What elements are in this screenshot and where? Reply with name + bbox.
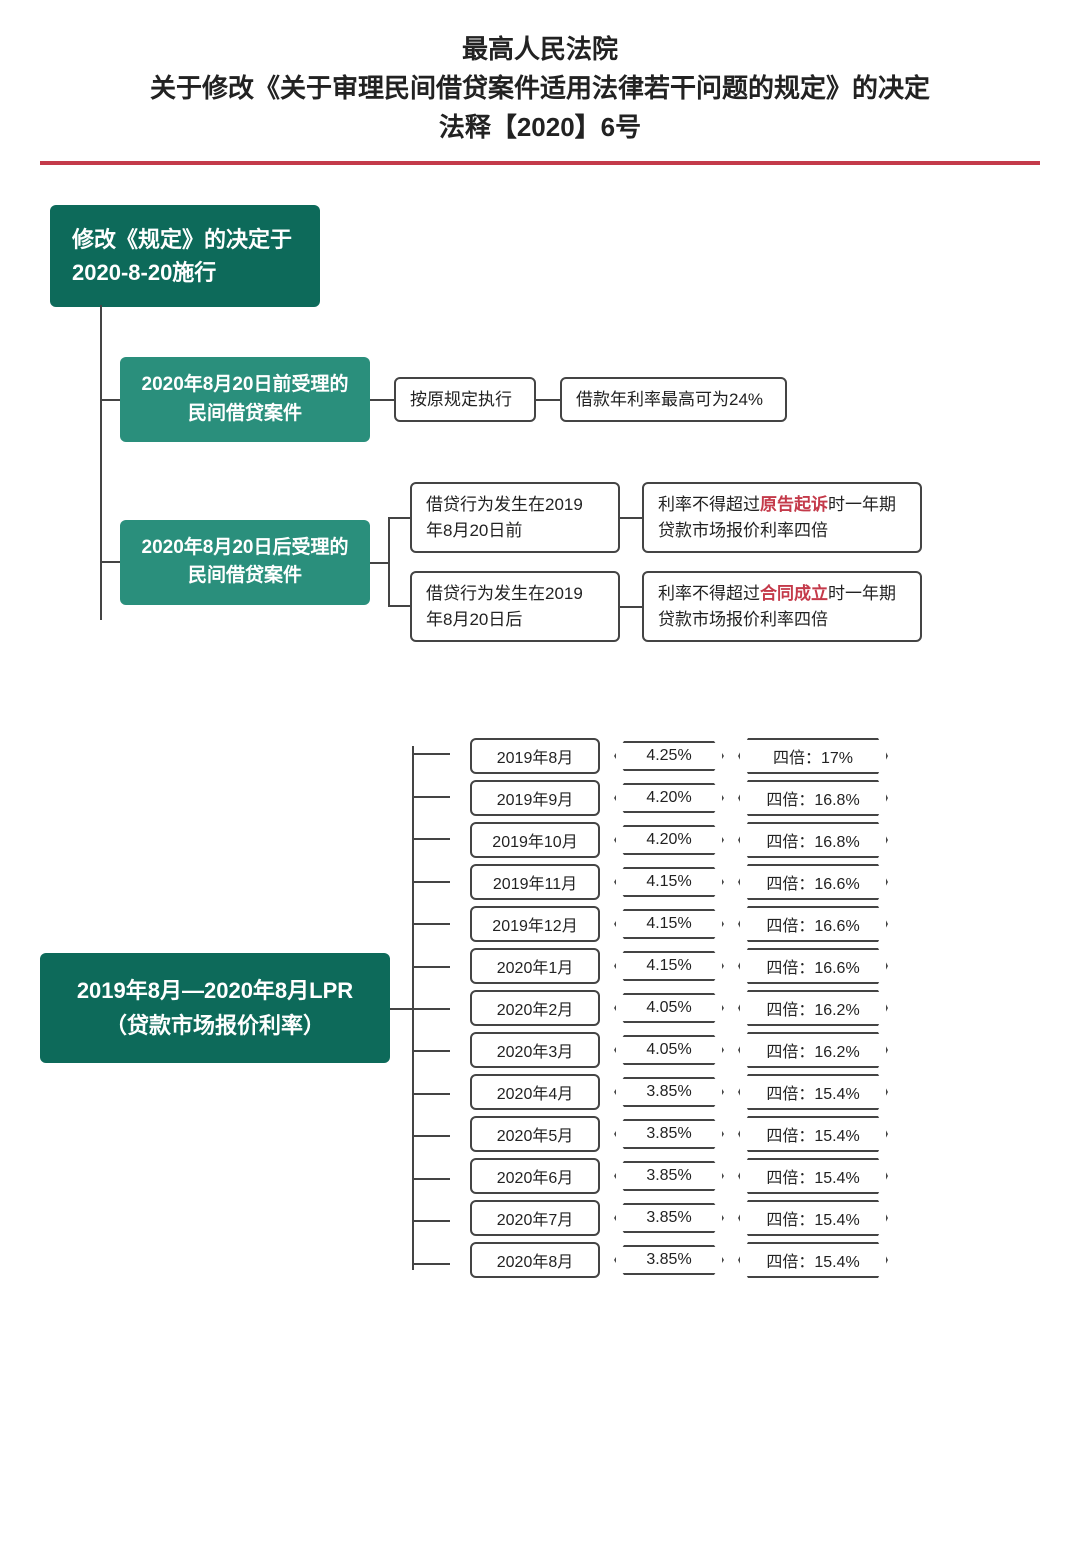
lpr-month: 2020年5月 xyxy=(470,1116,600,1152)
branch1-chip2: 借款年利率最高可为24% xyxy=(560,377,787,423)
lpr-row: 2019年8月 4.25% 四倍：17% xyxy=(470,738,888,774)
lpr-quad: 四倍：16.6% xyxy=(738,948,888,984)
branch2-label: 2020年8月20日后受理的民间借贷案件 xyxy=(142,537,349,587)
lpr-month: 2019年9月 xyxy=(470,780,600,816)
branch2-result: 利率不得超过合同成立时一年期贷款市场报价利率四倍 xyxy=(642,571,922,642)
spine-line xyxy=(100,305,102,620)
branch1-chip1: 按原规定执行 xyxy=(394,377,536,423)
connector xyxy=(620,606,642,608)
lpr-label: 2019年8月—2020年8月LPR（贷款市场报价利率） xyxy=(77,978,353,1038)
connector xyxy=(536,399,560,401)
branch2-row: 借贷行为发生在2019年8月20日前利率不得超过原告起诉时一年期贷款市场报价利率… xyxy=(410,482,922,553)
lpr-month: 2020年2月 xyxy=(470,990,600,1026)
lpr-pct: 4.15% xyxy=(614,909,724,939)
lpr-quad: 四倍：17% xyxy=(738,738,888,774)
lpr-row: 2020年4月 3.85% 四倍：15.4% xyxy=(470,1074,888,1110)
lpr-pct: 4.25% xyxy=(614,741,724,771)
title-line-3: 法释【2020】6号 xyxy=(40,108,1040,147)
lpr-quad: 四倍：16.8% xyxy=(738,780,888,816)
lpr-pct: 4.20% xyxy=(614,783,724,813)
lpr-pct: 3.85% xyxy=(614,1203,724,1233)
lpr-quad: 四倍：15.4% xyxy=(738,1158,888,1194)
branch2-row: 借贷行为发生在2019年8月20日后利率不得超过合同成立时一年期贷款市场报价利率… xyxy=(410,571,922,642)
lpr-quad: 四倍：16.2% xyxy=(738,1032,888,1068)
lpr-row: 2019年10月 4.20% 四倍：16.8% xyxy=(470,822,888,858)
chip-text: 借款年利率最高可为24% xyxy=(576,390,763,409)
lpr-pct: 4.15% xyxy=(614,867,724,897)
lpr-month: 2020年4月 xyxy=(470,1074,600,1110)
lpr-row: 2020年2月 4.05% 四倍：16.2% xyxy=(470,990,888,1026)
branch-2: 2020年8月20日后受理的民间借贷案件 借贷行为发生在2019年8月20日前利… xyxy=(100,482,1040,642)
chip-text: 按原规定执行 xyxy=(410,390,512,409)
lpr-month: 2019年10月 xyxy=(470,822,600,858)
lpr-row: 2020年8月 3.85% 四倍：15.4% xyxy=(470,1242,888,1278)
lpr-pct: 3.85% xyxy=(614,1077,724,1107)
lpr-quad: 四倍：16.8% xyxy=(738,822,888,858)
connector xyxy=(100,561,120,563)
lpr-row: 2019年11月 4.15% 四倍：16.6% xyxy=(470,864,888,900)
divider xyxy=(40,161,1040,165)
title-line-2: 关于修改《关于审理民间借贷案件适用法律若干问题的规定》的决定 xyxy=(40,69,1040,108)
lpr-pct: 4.05% xyxy=(614,1035,724,1065)
lpr-quad: 四倍：16.2% xyxy=(738,990,888,1026)
lpr-month: 2020年7月 xyxy=(470,1200,600,1236)
branch2-result: 利率不得超过原告起诉时一年期贷款市场报价利率四倍 xyxy=(642,482,922,553)
lpr-section: 2019年8月—2020年8月LPR（贷款市场报价利率） 2019年8月 4.25… xyxy=(40,732,1040,1284)
lpr-row: 2020年7月 3.85% 四倍：15.4% xyxy=(470,1200,888,1236)
lpr-row: 2020年1月 4.15% 四倍：16.6% xyxy=(470,948,888,984)
lpr-quad: 四倍：16.6% xyxy=(738,906,888,942)
branch2-fanout xyxy=(370,482,410,642)
lpr-quad: 四倍：15.4% xyxy=(738,1116,888,1152)
lpr-month: 2020年3月 xyxy=(470,1032,600,1068)
lpr-quad: 四倍：15.4% xyxy=(738,1242,888,1278)
flow-diagram: 修改《规定》的决定于2020-8-20施行 2020年8月20日前受理的民间借贷… xyxy=(40,205,1040,642)
lpr-row: 2019年9月 4.20% 四倍：16.8% xyxy=(470,780,888,816)
lpr-pct: 3.85% xyxy=(614,1161,724,1191)
lpr-row: 2020年5月 3.85% 四倍：15.4% xyxy=(470,1116,888,1152)
lpr-quad: 四倍：15.4% xyxy=(738,1074,888,1110)
lpr-table: 2019年8月4.25%四倍：17%2019年9月4.20%四倍：16.8%20… xyxy=(470,732,888,1284)
lpr-node: 2019年8月—2020年8月LPR（贷款市场报价利率） xyxy=(40,953,390,1063)
lpr-month: 2020年1月 xyxy=(470,948,600,984)
branch2-rows: 借贷行为发生在2019年8月20日前利率不得超过原告起诉时一年期贷款市场报价利率… xyxy=(410,482,922,642)
lpr-month: 2019年8月 xyxy=(470,738,600,774)
connector xyxy=(620,517,642,519)
lpr-pct: 4.20% xyxy=(614,825,724,855)
title-line-1: 最高人民法院 xyxy=(40,30,1040,69)
lpr-month: 2019年12月 xyxy=(470,906,600,942)
branch2-cond: 借贷行为发生在2019年8月20日前 xyxy=(410,482,620,553)
root-text: 修改《规定》的决定于2020-8-20施行 xyxy=(72,227,292,285)
lpr-month: 2020年6月 xyxy=(470,1158,600,1194)
lpr-quad: 四倍：15.4% xyxy=(738,1200,888,1236)
title-block: 最高人民法院 关于修改《关于审理民间借贷案件适用法律若干问题的规定》的决定 法释… xyxy=(40,30,1040,147)
branch1-node: 2020年8月20日前受理的民间借贷案件 xyxy=(120,357,370,442)
lpr-pct: 3.85% xyxy=(614,1245,724,1275)
branch1-label: 2020年8月20日前受理的民间借贷案件 xyxy=(142,374,349,424)
root-node: 修改《规定》的决定于2020-8-20施行 xyxy=(50,205,320,307)
lpr-pct: 4.15% xyxy=(614,951,724,981)
connector xyxy=(100,399,120,401)
branch-1: 2020年8月20日前受理的民间借贷案件 按原规定执行 借款年利率最高可为24% xyxy=(100,357,1040,442)
lpr-pct: 4.05% xyxy=(614,993,724,1023)
lpr-row: 2020年6月 3.85% 四倍：15.4% xyxy=(470,1158,888,1194)
lpr-month: 2020年8月 xyxy=(470,1242,600,1278)
lpr-quad: 四倍：16.6% xyxy=(738,864,888,900)
branch2-cond: 借贷行为发生在2019年8月20日后 xyxy=(410,571,620,642)
connector xyxy=(370,399,394,401)
lpr-month: 2019年11月 xyxy=(470,864,600,900)
lpr-row: 2019年12月 4.15% 四倍：16.6% xyxy=(470,906,888,942)
lpr-fanout xyxy=(390,732,450,1284)
lpr-row: 2020年3月 4.05% 四倍：16.2% xyxy=(470,1032,888,1068)
branch2-node: 2020年8月20日后受理的民间借贷案件 xyxy=(120,520,370,605)
lpr-pct: 3.85% xyxy=(614,1119,724,1149)
